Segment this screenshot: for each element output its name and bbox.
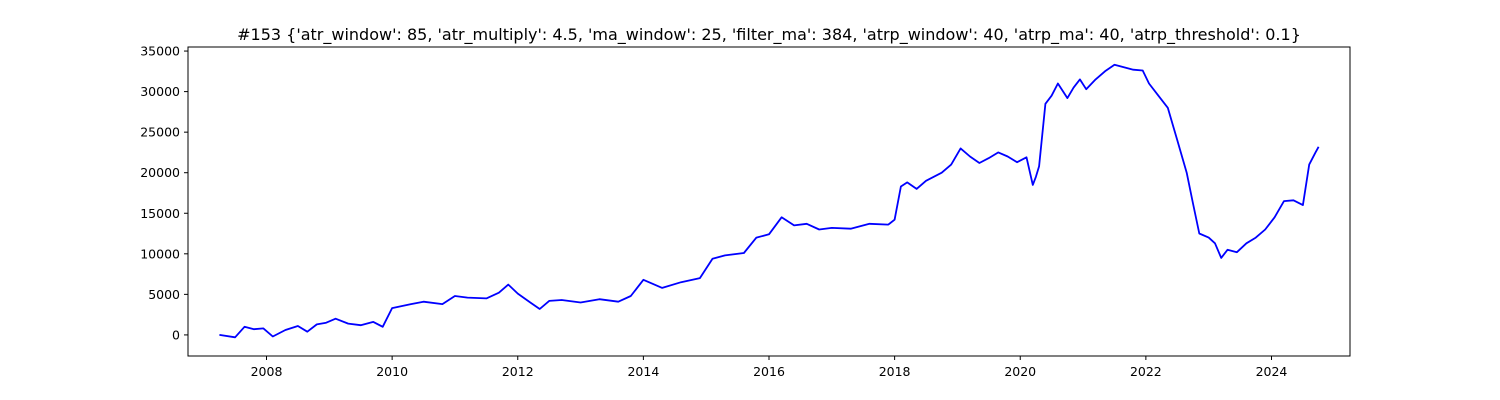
x-axis: 2008 2010 2012 2014 2016 2018 2020 2022 2024 [251, 356, 1288, 379]
x-tick-label: 2022 [1130, 364, 1162, 379]
x-tick-label: 2008 [251, 364, 283, 379]
x-tick-label: 2018 [879, 364, 911, 379]
y-tick-label: 25000 [140, 125, 180, 140]
plot-frame [187, 46, 1351, 357]
x-tick-label: 2012 [502, 364, 534, 379]
x-tick-label: 2020 [1004, 364, 1036, 379]
y-tick-label: 5000 [148, 287, 180, 302]
x-tick-label: 2024 [1256, 364, 1288, 379]
chart-title: #153 {'atr_window': 85, 'atr_multiply': … [237, 25, 1301, 45]
x-tick-label: 2016 [753, 364, 785, 379]
x-tick-label: 2014 [627, 364, 659, 379]
y-axis: 0 5000 10000 15000 20000 25000 30000 35000 [140, 44, 188, 342]
y-tick-label: 10000 [140, 246, 180, 261]
x-tick-label: 2010 [376, 364, 408, 379]
y-tick-label: 35000 [140, 44, 180, 59]
y-tick-label: 15000 [140, 206, 180, 221]
y-tick-label: 20000 [140, 165, 180, 180]
plot-area [187, 46, 1351, 357]
y-tick-label: 0 [172, 327, 180, 342]
series-line [219, 63, 1320, 339]
y-tick-label: 30000 [140, 84, 180, 99]
